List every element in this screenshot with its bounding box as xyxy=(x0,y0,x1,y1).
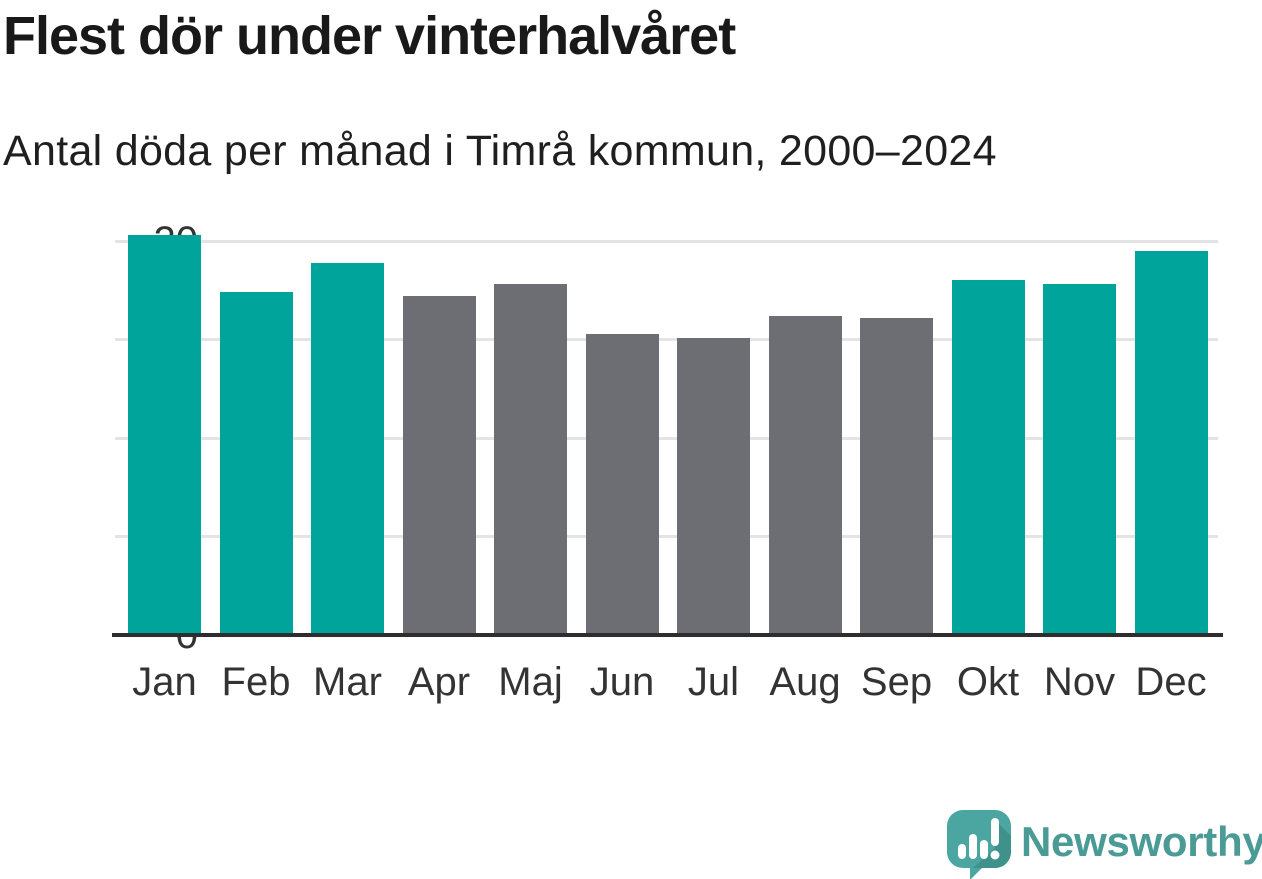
bar-sep xyxy=(860,317,933,635)
x-tick-label-okt: Okt xyxy=(956,660,1020,704)
x-axis-line xyxy=(112,633,1223,637)
x-tick-label-nov: Nov xyxy=(1043,660,1116,704)
x-tick-label-jan: Jan xyxy=(132,660,197,704)
bar-dec xyxy=(1134,250,1208,635)
x-tick-label-mar: Mar xyxy=(313,660,382,704)
gridline-20 xyxy=(115,239,1218,243)
gridline-15 xyxy=(115,338,1218,341)
x-tick-label-jul: Jul xyxy=(687,660,740,704)
gridline-5 xyxy=(115,535,1218,538)
bar-maj xyxy=(494,284,567,635)
chart-subtitle: Antal döda per månad i Timrå kommun, 200… xyxy=(3,127,997,175)
x-tick-label-dec: Dec xyxy=(1135,660,1207,704)
bar-jan xyxy=(128,235,201,635)
bar-nov xyxy=(1043,284,1116,635)
brand-wordmark: Newsworthy xyxy=(1021,818,1262,865)
x-tick-label-sep: Sep xyxy=(860,660,933,704)
plot-area: 05101520JanFebMarAprMajJunJulAugSepOktNo… xyxy=(110,221,1223,702)
bar-jul xyxy=(677,337,750,635)
x-tick-label-aug: Aug xyxy=(769,660,841,704)
gridline-10 xyxy=(115,436,1218,440)
x-tick-label-maj: Maj xyxy=(498,660,563,704)
bar-apr xyxy=(402,296,476,635)
bar-feb xyxy=(219,292,293,635)
bar-mar xyxy=(311,262,384,635)
x-tick-label-apr: Apr xyxy=(407,660,471,704)
chart-title: Flest dör under vinterhalvåret xyxy=(3,6,736,66)
bar-aug xyxy=(768,315,842,635)
bar-jun xyxy=(585,333,659,635)
bar-okt xyxy=(951,280,1025,635)
newsworthy-logo-icon xyxy=(947,810,1011,879)
x-tick-label-feb: Feb xyxy=(221,660,291,704)
x-tick-label-jun: Jun xyxy=(589,660,655,704)
speech-bubble-bar-chart-icon xyxy=(947,810,1011,879)
